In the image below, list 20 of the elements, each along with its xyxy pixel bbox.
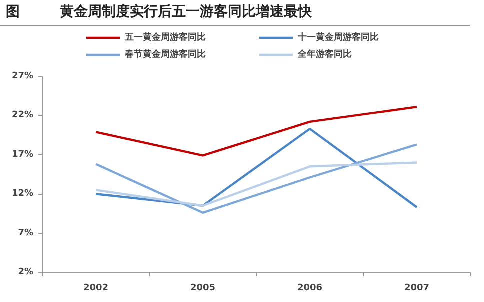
text: 图 xyxy=(6,4,20,20)
legend-label: 春节黄金周游客同比 xyxy=(125,48,207,61)
line-series xyxy=(94,106,418,157)
x-tick-label: 2005 xyxy=(190,284,216,294)
y-tick-label: 17% xyxy=(12,150,34,160)
chart-title: 黄金周制度实行后五一游客同比增速最快 xyxy=(60,4,312,20)
x-tick-label: 2006 xyxy=(297,284,323,294)
line-series xyxy=(94,144,418,214)
y-tick-label: 27% xyxy=(12,72,34,82)
line-series xyxy=(94,128,418,209)
legend-label: 十一黄金周游客同比 xyxy=(298,31,380,44)
legend-label: 全年游客同比 xyxy=(298,48,353,61)
x-tick-label: 2002 xyxy=(83,284,109,294)
y-tick-label: 2% xyxy=(18,268,34,278)
y-tick-label: 22% xyxy=(12,110,34,121)
legend-label: 五一黄金周游客同比 xyxy=(125,31,207,44)
y-tick-label: 7% xyxy=(18,228,34,238)
y-tick-label: 12% xyxy=(12,189,34,200)
line-series xyxy=(94,162,418,207)
x-tick-label: 2007 xyxy=(404,284,430,294)
